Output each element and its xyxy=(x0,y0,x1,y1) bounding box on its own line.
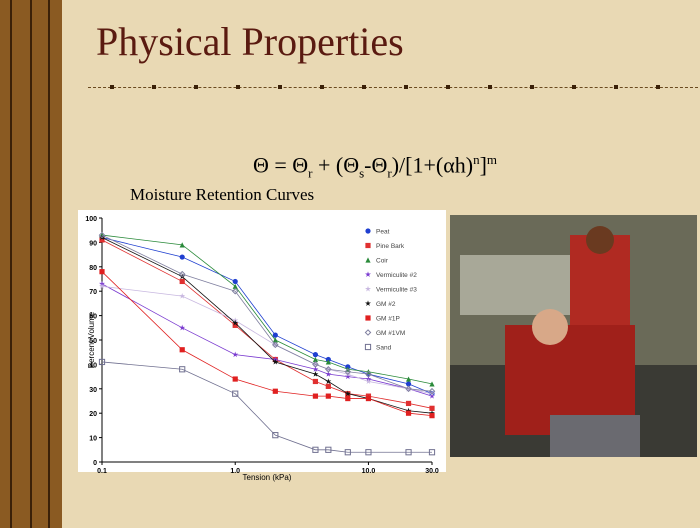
marker xyxy=(406,401,411,406)
marker xyxy=(365,243,370,248)
y-tick-label: 30 xyxy=(89,387,97,394)
chart-title: Moisture Retention Curves xyxy=(130,185,314,204)
marker xyxy=(429,413,434,418)
y-tick-label: 10 xyxy=(89,436,97,443)
rule-dot xyxy=(446,85,450,89)
marker xyxy=(326,384,331,389)
rule-dot xyxy=(320,85,324,89)
marker xyxy=(313,394,318,399)
x-tick-label: 10.0 xyxy=(362,468,376,475)
marker xyxy=(273,389,278,394)
rule-dot xyxy=(572,85,576,89)
marker xyxy=(365,228,370,233)
legend-label: Coir xyxy=(376,258,389,265)
rule-dot xyxy=(488,85,492,89)
marker xyxy=(180,347,185,352)
photo xyxy=(450,215,697,457)
marker xyxy=(180,254,185,259)
marker xyxy=(365,315,370,320)
marker xyxy=(313,379,318,384)
marker xyxy=(99,269,104,274)
marker xyxy=(233,279,238,284)
legend-label: GM #2 xyxy=(376,301,396,308)
rule-dot xyxy=(278,85,282,89)
legend-label: Sand xyxy=(376,345,392,352)
y-tick-label: 90 xyxy=(89,240,97,247)
legend-label: GM #1VM xyxy=(376,330,405,337)
x-axis-label: Tension (kPa) xyxy=(243,473,292,482)
rule-dot xyxy=(362,85,366,89)
marker xyxy=(366,396,371,401)
x-tick-label: 1.0 xyxy=(230,468,240,475)
y-tick-label: 20 xyxy=(89,411,97,418)
rule-dot xyxy=(110,85,114,89)
legend-label: Vermiculite #2 xyxy=(376,272,417,279)
x-tick-label: 30.0 xyxy=(425,468,439,475)
rule-dot xyxy=(404,85,408,89)
y-tick-label: 0 xyxy=(93,460,97,467)
marker xyxy=(233,376,238,381)
y-axis-label: Percent Volume xyxy=(87,311,96,368)
legend-label: GM #1P xyxy=(376,316,400,323)
y-tick-label: 100 xyxy=(85,216,97,223)
marker xyxy=(180,279,185,284)
y-tick-label: 80 xyxy=(89,265,97,272)
marker xyxy=(313,352,318,357)
legend-label: Peat xyxy=(376,229,390,236)
rule-dot xyxy=(614,85,618,89)
marker xyxy=(345,396,350,401)
rule-dot xyxy=(194,85,198,89)
rule-dot xyxy=(530,85,534,89)
marker xyxy=(326,394,331,399)
rule-dot xyxy=(152,85,156,89)
legend-label: Vermiculite #3 xyxy=(376,287,417,294)
slide: Physical Properties Θ = Θr + (Θs-Θr)/[1+… xyxy=(0,0,700,528)
legend-label: Pine Bark xyxy=(376,243,405,250)
y-tick-label: 70 xyxy=(89,289,97,296)
rule-dot xyxy=(656,85,660,89)
marker xyxy=(406,411,411,416)
rule-dot xyxy=(236,85,240,89)
x-tick-label: 0.1 xyxy=(97,468,107,475)
